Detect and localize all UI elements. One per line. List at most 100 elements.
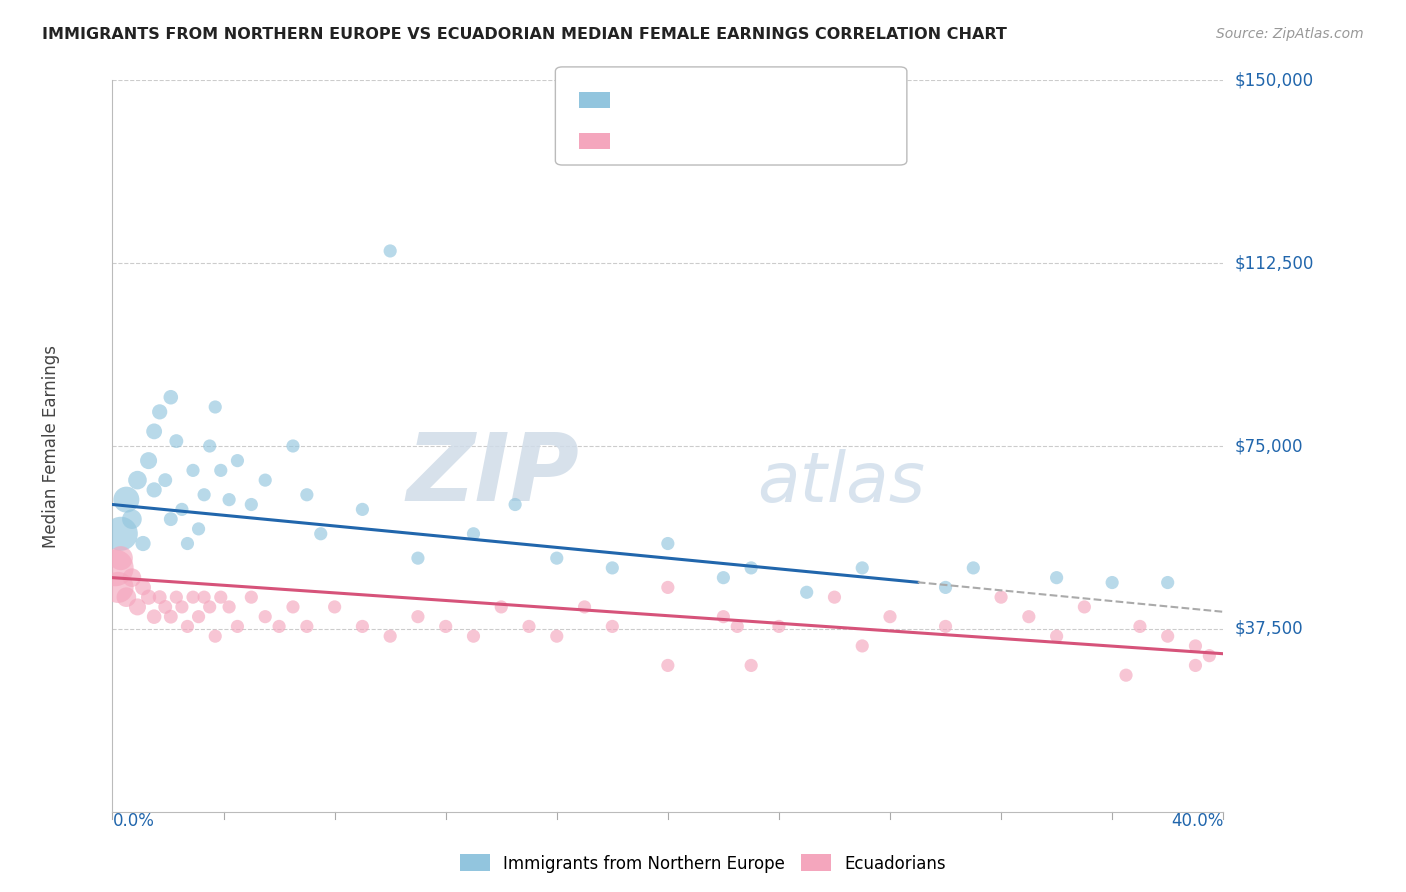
- Point: [193, 488, 215, 502]
- Point: [218, 492, 240, 507]
- Point: [204, 400, 226, 414]
- Point: [281, 599, 304, 614]
- Point: [491, 599, 513, 614]
- Text: R = -0.236   N = 44: R = -0.236 N = 44: [621, 91, 799, 109]
- Point: [218, 599, 240, 614]
- Point: [143, 609, 166, 624]
- Point: [209, 590, 232, 604]
- Point: [1157, 629, 1180, 643]
- Point: [295, 619, 318, 633]
- Point: [155, 473, 177, 487]
- Point: [713, 609, 735, 624]
- Point: [143, 483, 166, 497]
- Point: [143, 425, 166, 439]
- Point: [267, 619, 291, 633]
- Point: [851, 639, 873, 653]
- Point: [352, 502, 374, 516]
- Point: [713, 571, 735, 585]
- Point: [121, 571, 143, 585]
- Point: [1129, 619, 1152, 633]
- Point: [107, 581, 129, 595]
- Point: [1184, 639, 1206, 653]
- Text: Source: ZipAtlas.com: Source: ZipAtlas.com: [1216, 27, 1364, 41]
- Point: [193, 590, 215, 604]
- Point: [204, 629, 226, 643]
- Point: [463, 526, 485, 541]
- Point: [198, 439, 221, 453]
- Point: [657, 536, 679, 550]
- Point: [602, 561, 624, 575]
- Point: [181, 590, 204, 604]
- Point: [295, 488, 318, 502]
- Point: [725, 619, 748, 633]
- Point: [198, 599, 221, 614]
- Point: [1184, 658, 1206, 673]
- Point: [406, 609, 429, 624]
- Point: [165, 590, 187, 604]
- Point: [503, 498, 526, 512]
- Point: [380, 244, 402, 258]
- Point: [138, 453, 160, 467]
- Point: [1115, 668, 1137, 682]
- Point: [740, 561, 762, 575]
- Text: atlas: atlas: [756, 449, 925, 516]
- Point: [170, 599, 193, 614]
- Point: [121, 512, 143, 526]
- Point: [657, 658, 679, 673]
- Point: [935, 619, 957, 633]
- Point: [187, 609, 209, 624]
- Point: [226, 619, 249, 633]
- Point: [110, 551, 132, 566]
- Point: [380, 629, 402, 643]
- Point: [879, 609, 901, 624]
- Point: [406, 551, 429, 566]
- Point: [824, 590, 846, 604]
- Point: [352, 619, 374, 633]
- Text: Median Female Earnings: Median Female Earnings: [42, 344, 60, 548]
- Point: [115, 492, 138, 507]
- Point: [209, 463, 232, 477]
- Point: [517, 619, 540, 633]
- Text: $75,000: $75,000: [1234, 437, 1303, 455]
- Point: [170, 502, 193, 516]
- Point: [127, 599, 149, 614]
- Point: [463, 629, 485, 643]
- Point: [176, 619, 198, 633]
- Point: [149, 405, 172, 419]
- Point: [1018, 609, 1040, 624]
- Point: [165, 434, 187, 449]
- Point: [181, 463, 204, 477]
- Text: 40.0%: 40.0%: [1171, 812, 1223, 830]
- Point: [155, 599, 177, 614]
- Text: ZIP: ZIP: [406, 429, 579, 521]
- Point: [187, 522, 209, 536]
- Point: [657, 581, 679, 595]
- Point: [602, 619, 624, 633]
- Point: [159, 609, 181, 624]
- Text: R = -0.466   N = 59: R = -0.466 N = 59: [621, 132, 799, 150]
- Point: [159, 512, 181, 526]
- Text: IMMIGRANTS FROM NORTHERN EUROPE VS ECUADORIAN MEDIAN FEMALE EARNINGS CORRELATION: IMMIGRANTS FROM NORTHERN EUROPE VS ECUAD…: [42, 27, 1007, 42]
- Point: [546, 551, 568, 566]
- Point: [138, 590, 160, 604]
- Point: [149, 590, 172, 604]
- Point: [740, 658, 762, 673]
- Point: [240, 590, 263, 604]
- Point: [323, 599, 346, 614]
- Point: [176, 536, 198, 550]
- Point: [1198, 648, 1220, 663]
- Point: [796, 585, 818, 599]
- Point: [115, 590, 138, 604]
- Point: [990, 590, 1012, 604]
- Point: [127, 473, 149, 487]
- Point: [434, 619, 457, 633]
- Point: [226, 453, 249, 467]
- Point: [240, 498, 263, 512]
- Text: 0.0%: 0.0%: [112, 812, 155, 830]
- Point: [768, 619, 790, 633]
- Point: [1046, 571, 1069, 585]
- Point: [132, 536, 155, 550]
- Point: [1157, 575, 1180, 590]
- Text: $112,500: $112,500: [1234, 254, 1313, 272]
- Text: $37,500: $37,500: [1234, 620, 1303, 638]
